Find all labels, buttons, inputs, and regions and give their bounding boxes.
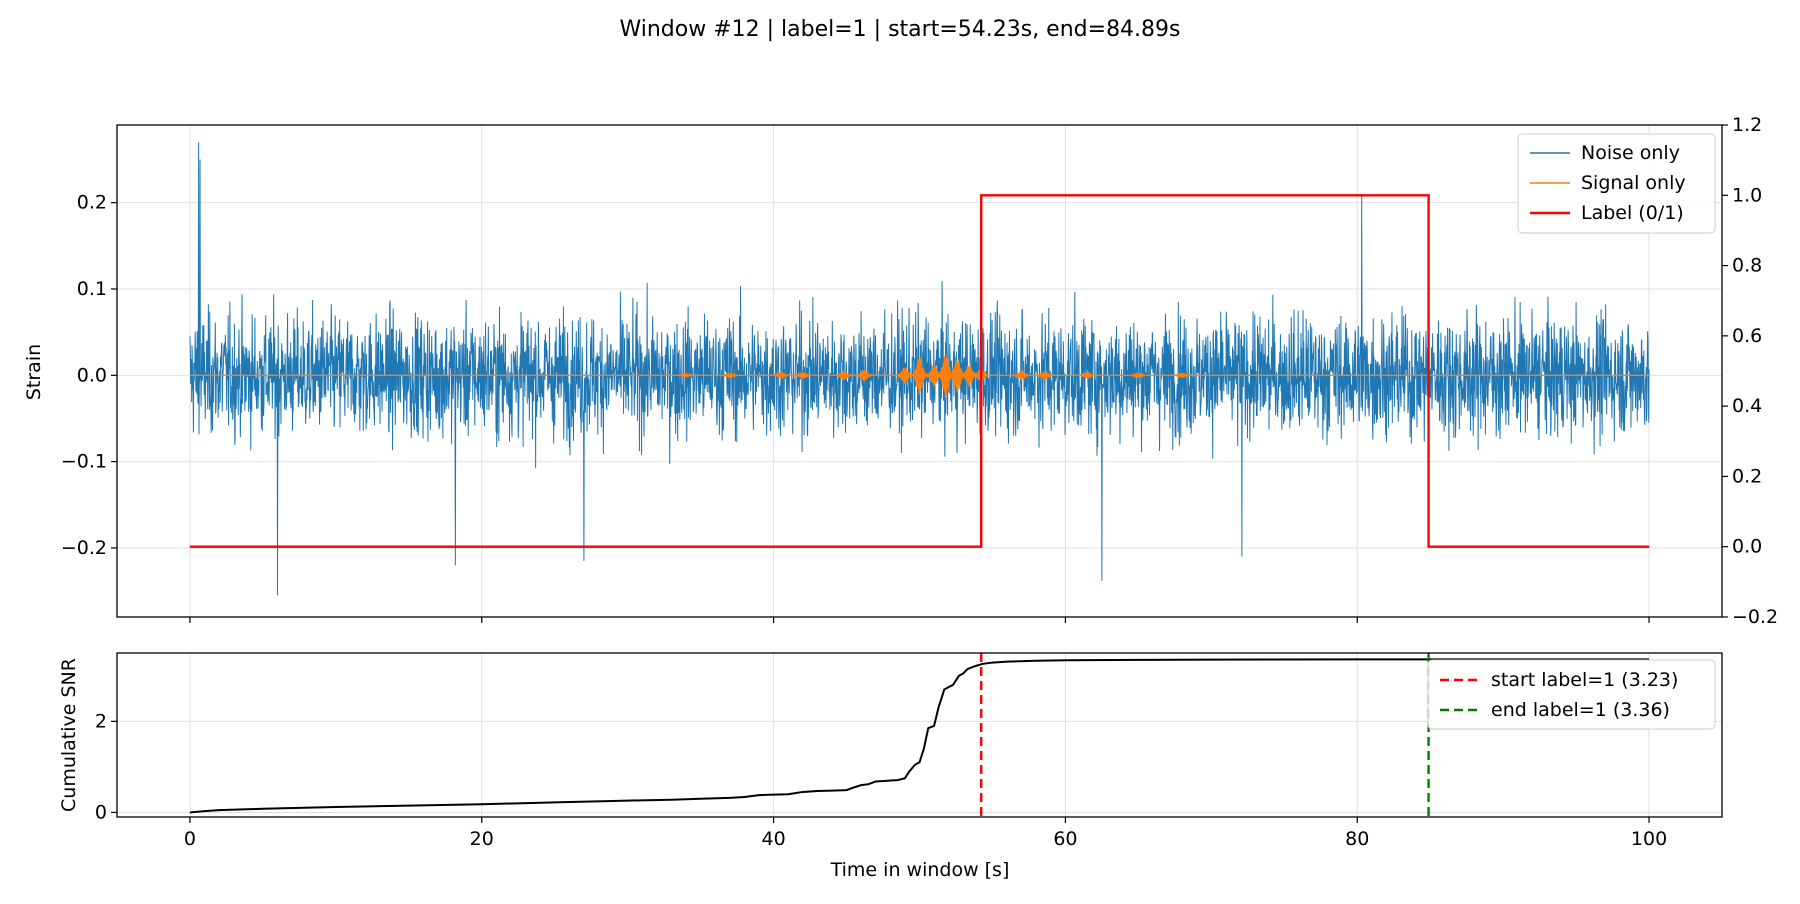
- top-plot-frame: [116, 124, 1723, 618]
- bottom-x-tick-label: 40: [761, 828, 785, 850]
- top-legend-label: Label (0/1): [1581, 202, 1684, 224]
- signal-series: [189, 354, 1650, 398]
- snr-series: [189, 653, 1650, 817]
- top-y-right-tick-label: 0.0: [1732, 536, 1762, 558]
- top-y-right-tick-label: 1.2: [1732, 114, 1762, 136]
- top-y-tick-label: 0.2: [77, 192, 107, 214]
- bottom-y-tick-label: 2: [95, 710, 107, 732]
- bottom-panel: 02 0 20 40 60 80 100 Cumulative SNR Time in w…: [58, 652, 1723, 881]
- signal-burst: [1173, 372, 1191, 379]
- top-legend-box: [1517, 133, 1716, 234]
- signal-burst: [896, 367, 914, 384]
- signal-burst: [1130, 372, 1147, 379]
- top-y-right-tick-label: 1.0: [1732, 184, 1762, 206]
- signal-burst: [1079, 371, 1096, 380]
- bottom-x-tick-label: 20: [470, 828, 494, 850]
- signal-burst: [794, 371, 812, 380]
- top-y-right-tick-label: −0.2: [1732, 606, 1778, 628]
- signal-burst: [910, 357, 929, 395]
- figure-title: Window #12 | label=1 | start=54.23s, end…: [619, 17, 1180, 42]
- bottom-x-tick-label: 60: [1053, 828, 1077, 850]
- top-x-axis: [189, 617, 1650, 623]
- label-step-line: [189, 194, 1650, 548]
- bottom-x-tick-label: 80: [1345, 828, 1369, 850]
- signal-burst: [1013, 370, 1031, 381]
- signal-burst: [1036, 371, 1054, 380]
- top-legend: Noise only Signal only Label (0/1): [1517, 133, 1716, 234]
- cumulative-snr-line: [189, 658, 1650, 814]
- top-y-tick-label: −0.1: [61, 451, 107, 473]
- top-legend-label: Signal only: [1581, 172, 1686, 194]
- bottom-x-axis-label: Time in window [s]: [830, 859, 1010, 881]
- top-y-axis: −0.2 −0.1 0.0 0.1 0.2: [61, 192, 117, 559]
- top-y-axis-label: Strain: [23, 344, 45, 400]
- top-y-right-tick-label: 0.8: [1732, 255, 1762, 277]
- bottom-y-axis-label: Cumulative SNR: [58, 658, 80, 812]
- signal-burst: [677, 371, 695, 378]
- top-y-tick-label: −0.2: [61, 537, 107, 559]
- top-y-tick-label: 0.0: [77, 364, 107, 386]
- top-y-tick-label: 0.1: [77, 278, 107, 300]
- bottom-y-tick-label: 0: [95, 801, 107, 823]
- top-y-right-tick-label: 0.4: [1732, 395, 1762, 417]
- top-y-right-tick-label: 0.2: [1732, 465, 1762, 487]
- signal-burst: [835, 370, 853, 381]
- bottom-legend-label: start label=1 (3.23): [1491, 669, 1678, 691]
- bottom-x-tick-label: 100: [1631, 828, 1667, 850]
- signal-burst: [937, 354, 955, 398]
- bottom-x-tick-label: 0: [184, 828, 196, 850]
- bottom-plot-frame: [116, 652, 1723, 818]
- top-legend-label: Noise only: [1581, 142, 1680, 164]
- top-panel: −0.2 −0.1 0.0 0.1 0.2 −0.2 0.0 0.2 0.4 0.6 0.8 1.0…: [23, 114, 1778, 628]
- noise-line: [189, 142, 1650, 596]
- signal-burst: [960, 365, 978, 387]
- bottom-x-axis: 0 20 40 60 80 100: [184, 817, 1667, 850]
- top-y-axis-right: −0.2 0.0 0.2 0.4 0.6 0.8 1.0 1.2: [1722, 114, 1778, 628]
- signal-burst: [721, 372, 739, 379]
- bottom-legend-label: end label=1 (3.36): [1491, 699, 1670, 721]
- signal-burst: [772, 371, 790, 380]
- bottom-legend: start label=1 (3.23) end label=1 (3.36): [1427, 659, 1716, 730]
- top-y-right-tick-label: 0.6: [1732, 325, 1762, 347]
- signal-burst: [948, 359, 967, 393]
- noise-series: [189, 142, 1650, 596]
- label-series: [189, 194, 1650, 548]
- signal-burst: [855, 369, 873, 382]
- bottom-y-axis: 02: [95, 710, 117, 823]
- bottom-legend-box: [1427, 659, 1716, 730]
